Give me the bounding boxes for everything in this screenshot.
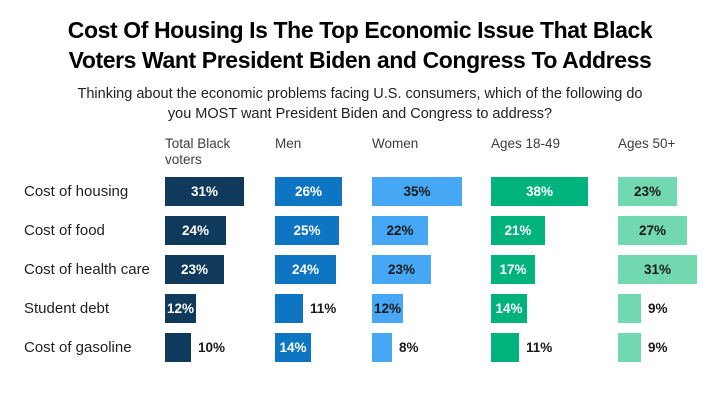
bar-value-label: 23% (180, 262, 209, 277)
bar-ages-50--row-2: 27% (618, 216, 687, 245)
bar-value-label: 24% (291, 262, 320, 277)
bar-value-label: 9% (648, 301, 668, 316)
bar-value-label: 11% (526, 340, 553, 355)
row-label-1: Cost of housing (24, 183, 129, 200)
column-header-5: Ages 50+ (618, 136, 676, 151)
bar-value-label: 10% (198, 340, 226, 355)
bar-value-label: 14% (495, 301, 523, 316)
bar-ages-18-49-row-2: 21% (491, 216, 545, 245)
chart-title-line-2: Voters Want President Biden and Congress… (68, 47, 652, 73)
bar-total-black-voters-row-1: 31% (165, 177, 244, 206)
bar-ages-18-49-row-1: 38% (491, 177, 588, 206)
bar-value-label: 23% (633, 184, 662, 199)
bar-ages-50--row-3: 31% (618, 255, 697, 284)
bar-value-label: 22% (386, 223, 414, 238)
bar-total-black-voters-row-4: 12% (165, 294, 196, 323)
bar-value-label: 31% (190, 184, 219, 199)
bar-value-label: 12% (166, 301, 195, 316)
bar-value-label: 8% (399, 340, 419, 355)
bar-men-row-2: 25% (275, 216, 339, 245)
bar-ages-18-49-row-4: 14% (491, 294, 527, 323)
bar-total-black-voters-row-2: 24% (165, 216, 226, 245)
bar-value-label: 17% (499, 262, 527, 277)
chart-subtitle-line-2: you MOST want President Biden and Congre… (167, 106, 553, 122)
bar-ages-50--row-4 (618, 294, 641, 323)
bar-value-label: 31% (643, 262, 672, 277)
bar-women-row-3: 23% (372, 255, 431, 284)
bar-value-label: 26% (294, 184, 323, 199)
bar-men-row-4 (275, 294, 303, 323)
bar-women-row-2: 22% (372, 216, 428, 245)
bar-men-row-1: 26% (275, 177, 342, 206)
row-label-2: Cost of food (24, 222, 105, 239)
chart-title-line-1: Cost Of Housing Is The Top Economic Issu… (67, 17, 653, 43)
bar-women-row-4: 12% (372, 294, 403, 323)
bar-value-label: 35% (403, 184, 431, 199)
column-header-4: Ages 18-49 (491, 136, 561, 151)
chart-subtitle-line-1: Thinking about the economic problems fac… (77, 86, 643, 102)
row-label-3: Cost of health care (24, 261, 150, 278)
bar-ages-50--row-1: 23% (618, 177, 677, 206)
bar-men-row-5: 14% (275, 333, 311, 362)
bar-value-label: 11% (310, 301, 337, 316)
bar-total-black-voters-row-5 (165, 333, 191, 362)
bar-women-row-5 (372, 333, 392, 362)
bar-value-label: 25% (293, 223, 321, 238)
bar-ages-18-49-row-5 (491, 333, 519, 362)
bar-men-row-3: 24% (275, 255, 336, 284)
bar-value-label: 14% (279, 340, 307, 355)
bar-ages-50--row-5 (618, 333, 641, 362)
bar-women-row-1: 35% (372, 177, 462, 206)
bar-value-label: 23% (387, 262, 416, 277)
bar-value-label: 21% (504, 223, 532, 238)
chart-subtitle: Thinking about the economic problems fac… (0, 84, 720, 124)
bar-total-black-voters-row-3: 23% (165, 255, 224, 284)
bar-ages-18-49-row-3: 17% (491, 255, 535, 284)
bar-value-label: 27% (638, 223, 667, 238)
bar-value-label: 9% (648, 340, 668, 355)
bar-value-label: 12% (373, 301, 402, 316)
row-label-4: Student debt (24, 300, 110, 317)
column-header-2: Men (275, 136, 302, 151)
column-header-3: Women (372, 136, 419, 151)
column-header-1: Total Black voters (165, 136, 231, 167)
chart-title: Cost Of Housing Is The Top Economic Issu… (0, 15, 720, 75)
bar-value-label: 38% (525, 184, 554, 199)
row-label-5: Cost of gasoline (24, 339, 132, 356)
bar-value-label: 24% (181, 223, 210, 238)
